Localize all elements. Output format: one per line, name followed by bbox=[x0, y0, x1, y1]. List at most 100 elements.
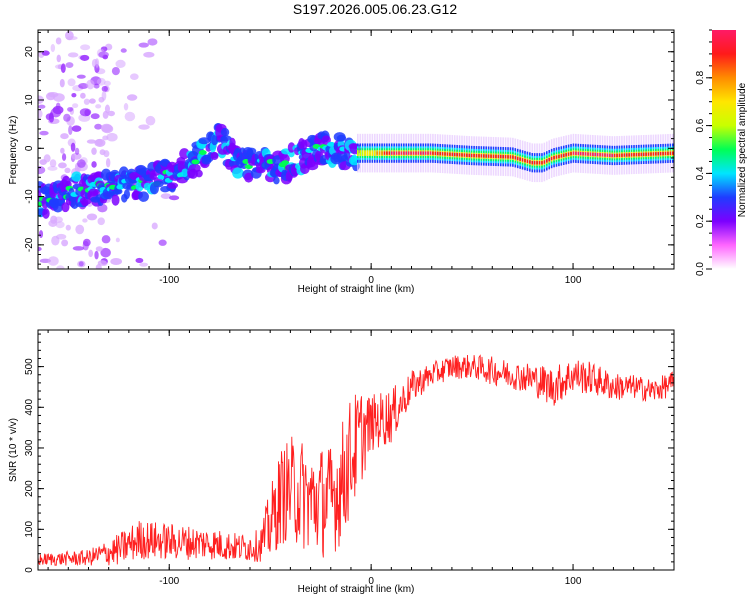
ridge-core bbox=[388, 151, 391, 155]
ridge-core bbox=[546, 159, 548, 163]
noise-speck bbox=[47, 92, 59, 98]
noise-speck bbox=[38, 104, 46, 109]
noise-speck bbox=[107, 110, 115, 117]
noise-speck bbox=[93, 83, 100, 89]
x-tick-label: -100 bbox=[159, 576, 179, 587]
ridge-core bbox=[361, 151, 364, 155]
ridge-core bbox=[592, 152, 594, 156]
ridge-core bbox=[628, 153, 630, 157]
ridge-core bbox=[524, 158, 526, 163]
ridge-core bbox=[538, 161, 541, 165]
ridge-blob bbox=[220, 135, 232, 142]
ridge-core bbox=[436, 151, 439, 156]
noise-speck bbox=[56, 265, 65, 269]
y-tick-label: 100 bbox=[24, 521, 35, 538]
ridge-core bbox=[589, 152, 592, 156]
ridge-core bbox=[466, 153, 468, 157]
ridge-core bbox=[667, 151, 669, 156]
noise-speck bbox=[91, 161, 97, 168]
ridge-core bbox=[395, 151, 398, 155]
ridge-core bbox=[558, 154, 560, 159]
noise-speck bbox=[67, 78, 76, 87]
ridge-core bbox=[369, 151, 371, 155]
ridge-core bbox=[359, 151, 362, 155]
ridge-core bbox=[633, 153, 635, 157]
noise-speck bbox=[48, 219, 58, 227]
noise-speck bbox=[100, 247, 111, 258]
noise-speck bbox=[66, 36, 78, 41]
ridge-core bbox=[562, 153, 565, 158]
ridge-core bbox=[407, 151, 410, 155]
snr-frame bbox=[37, 329, 675, 571]
ridge-core bbox=[504, 155, 507, 159]
x-tick-label: 100 bbox=[565, 576, 582, 587]
noise-speck bbox=[39, 130, 49, 136]
noise-speck bbox=[115, 237, 120, 243]
noise-speck bbox=[91, 147, 97, 155]
ridge-core bbox=[512, 155, 514, 159]
ridge-blob bbox=[94, 171, 103, 179]
ridge-core bbox=[393, 151, 395, 155]
noise-speck bbox=[138, 124, 150, 130]
noise-speck bbox=[145, 115, 156, 126]
ridge-core bbox=[594, 152, 597, 157]
noise-speck bbox=[94, 250, 99, 260]
ridge-core bbox=[499, 154, 502, 159]
snr-panel: -100 0 100 0 100 200 300 400 500 Height of strai… bbox=[8, 329, 675, 595]
noise-speck bbox=[67, 107, 74, 112]
ridge-core bbox=[415, 151, 417, 155]
ridge-blob bbox=[220, 128, 230, 137]
noise-speck bbox=[139, 262, 148, 267]
ridge-core bbox=[669, 151, 672, 155]
noise-speck bbox=[101, 235, 111, 244]
ridge-blob bbox=[179, 148, 190, 160]
y-tick-label: 400 bbox=[24, 399, 35, 416]
noise-speck bbox=[55, 221, 65, 229]
noise-speck bbox=[105, 157, 111, 168]
ridge-blob bbox=[273, 176, 280, 185]
noise-speck bbox=[56, 54, 61, 63]
colorbar-axes: 0.0 0.2 0.4 0.6 0.8 bbox=[695, 29, 712, 276]
ridge-core bbox=[606, 153, 609, 157]
ridge-blob bbox=[88, 188, 99, 197]
x-tick-label: 0 bbox=[368, 275, 374, 286]
ridge-core bbox=[599, 153, 601, 157]
noise-speck bbox=[60, 133, 69, 140]
noise-speck bbox=[77, 159, 86, 168]
noise-speck bbox=[38, 166, 46, 175]
noise-speck bbox=[94, 123, 103, 130]
noise-speck bbox=[84, 109, 91, 117]
noise-speck bbox=[124, 111, 136, 122]
noise-speck bbox=[63, 113, 71, 122]
ridge-core bbox=[478, 154, 480, 158]
noise-speck bbox=[102, 110, 109, 119]
ridge-core bbox=[621, 153, 623, 157]
snr-axes: -100 0 100 0 100 200 300 400 500 bbox=[24, 330, 675, 587]
ridge-core bbox=[492, 154, 495, 158]
ridge-core bbox=[400, 151, 403, 155]
ridge-core bbox=[373, 151, 376, 155]
noise-speck bbox=[38, 246, 42, 252]
ridge-core bbox=[463, 153, 466, 157]
ridge-core bbox=[485, 154, 488, 158]
noise-speck bbox=[47, 256, 59, 266]
y-tick-label: 10 bbox=[24, 94, 35, 106]
ridge-core bbox=[383, 151, 386, 155]
ridge-blob bbox=[61, 202, 70, 213]
ridge-core bbox=[575, 151, 577, 155]
ridge-core bbox=[671, 151, 674, 155]
noise-speck bbox=[68, 125, 73, 136]
noise-speck bbox=[130, 73, 139, 80]
noise-speck bbox=[60, 147, 65, 154]
noise-speck bbox=[71, 152, 82, 160]
noise-speck bbox=[58, 162, 67, 169]
noise-speck bbox=[100, 123, 113, 133]
noise-speck bbox=[83, 98, 90, 105]
ridge-core bbox=[487, 154, 490, 158]
noise-speck bbox=[59, 78, 65, 88]
ridge-core bbox=[536, 161, 538, 165]
ridge-blob bbox=[198, 137, 210, 145]
noise-speck bbox=[95, 246, 103, 252]
ridge-core bbox=[456, 152, 458, 157]
